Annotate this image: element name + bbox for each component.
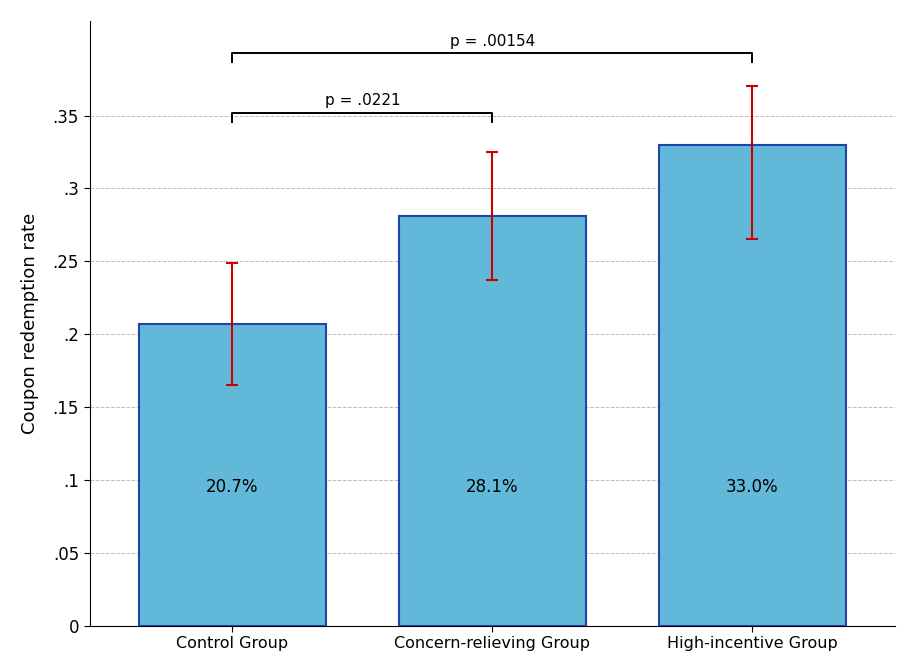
Text: p = .00154: p = .00154 [450, 34, 535, 48]
Text: 28.1%: 28.1% [466, 478, 518, 497]
Y-axis label: Coupon redemption rate: Coupon redemption rate [21, 212, 38, 434]
Bar [398, 216, 586, 626]
Text: p = .0221: p = .0221 [324, 93, 400, 108]
Bar [139, 324, 326, 626]
Text: 20.7%: 20.7% [206, 478, 258, 497]
Bar [659, 144, 845, 626]
Text: 33.0%: 33.0% [725, 478, 779, 497]
